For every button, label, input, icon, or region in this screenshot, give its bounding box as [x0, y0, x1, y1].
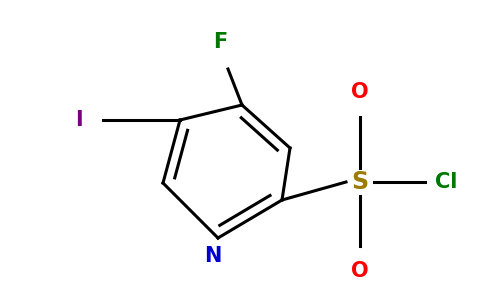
Text: Cl: Cl: [435, 172, 457, 192]
Text: I: I: [76, 110, 83, 130]
Text: O: O: [351, 82, 369, 102]
Text: N: N: [204, 246, 222, 266]
Text: F: F: [213, 32, 227, 52]
Text: O: O: [351, 261, 369, 281]
Text: S: S: [351, 170, 368, 194]
